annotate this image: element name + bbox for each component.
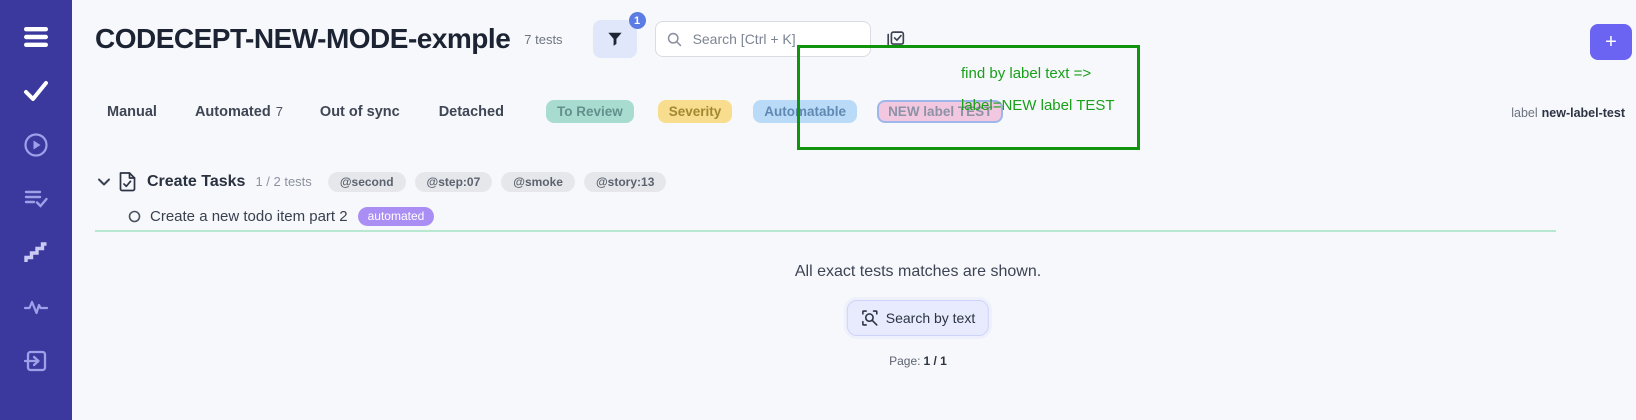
suite-title[interactable]: Create Tasks — [147, 172, 246, 190]
search-box — [654, 21, 871, 57]
tab-detached[interactable]: Detached — [438, 103, 504, 120]
steps-icon[interactable] — [22, 240, 50, 266]
search-in-text-icon — [861, 309, 879, 327]
page-label: Page: — [889, 354, 921, 368]
search-icon — [666, 31, 683, 48]
filter-count-badge: 1 — [628, 12, 646, 29]
search-by-text-label: Search by text — [885, 310, 976, 326]
test-title[interactable]: Create a new todo item part 2 — [150, 208, 348, 225]
filter-button[interactable]: 1 — [592, 12, 646, 58]
tests-count: 7 tests — [524, 31, 563, 47]
suite-doc-check-icon — [118, 171, 137, 192]
chevron-down-icon[interactable] — [97, 177, 111, 187]
suite-group-row[interactable]: Create Tasks 1 / 2 tests @second @step:0… — [97, 171, 667, 192]
page-value: 1 / 1 — [923, 354, 947, 368]
page-indicator: Page: 1 / 1 — [889, 354, 947, 368]
test-status-circle-icon — [128, 210, 141, 223]
tab-to-review[interactable]: To Review — [545, 100, 634, 123]
exit-icon[interactable] — [22, 348, 50, 374]
automated-badge: automated — [357, 207, 435, 226]
suite-tags: @second @step:07 @smoke @story:13 — [327, 171, 667, 192]
filter-tabs: Manual Automated 7 Out of sync Detached T… — [107, 100, 1004, 123]
suite-test-count: 1 / 2 tests — [255, 174, 312, 189]
tab-automated[interactable]: Automated 7 — [194, 103, 283, 120]
tab-new-label-test[interactable]: NEW label TEST — [877, 100, 1004, 123]
search-by-text-button[interactable]: Search by text — [846, 300, 990, 336]
label-filter-value: new-label-test — [1541, 106, 1625, 120]
test-row[interactable]: Create a new todo item part 2 automated — [95, 203, 1556, 232]
annotation-line-1: find by label text => — [961, 65, 1092, 82]
results-block: All exact tests matches are shown. Searc… — [795, 263, 1041, 368]
list-check-icon[interactable] — [22, 186, 50, 212]
project-title: CODECEPT-NEW-MODE-exmple — [95, 23, 511, 54]
batch-select-button[interactable] — [885, 28, 907, 50]
tag[interactable]: @story:13 — [583, 171, 667, 192]
funnel-icon — [605, 29, 625, 49]
annotation-box: find by label text => label=NEW label TE… — [797, 45, 1140, 150]
topbar: CODECEPT-NEW-MODE-exmple 7 tests 1 — [95, 12, 907, 58]
tag[interactable]: @second — [327, 171, 406, 192]
menu-icon[interactable] — [22, 24, 50, 50]
tab-manual[interactable]: Manual — [107, 103, 157, 120]
activity-icon[interactable] — [22, 294, 50, 320]
play-circle-icon[interactable] — [22, 132, 50, 158]
results-message: All exact tests matches are shown. — [794, 263, 1042, 280]
tag[interactable]: @smoke — [501, 171, 575, 192]
tab-automatable[interactable]: Automatable — [753, 100, 858, 123]
tab-out-of-sync[interactable]: Out of sync — [319, 103, 400, 120]
active-label-filter[interactable]: label new-label-test — [1511, 106, 1625, 120]
tests-check-icon[interactable] — [22, 78, 50, 104]
tab-severity[interactable]: Severity — [657, 100, 733, 123]
tag[interactable]: @step:07 — [414, 171, 493, 192]
label-filter-prefix: label — [1511, 106, 1538, 120]
automated-count: 7 — [275, 103, 283, 119]
search-input[interactable] — [690, 30, 860, 48]
add-test-button[interactable]: + — [1590, 24, 1632, 60]
sidebar — [0, 0, 72, 420]
